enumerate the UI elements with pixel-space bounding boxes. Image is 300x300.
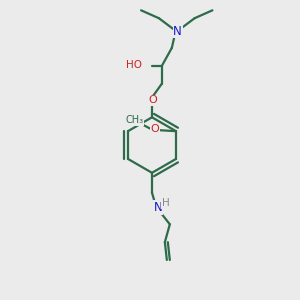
Text: O: O [148,95,157,106]
Text: N: N [154,201,162,214]
Text: HO: HO [126,60,142,70]
Text: H: H [162,199,170,208]
Text: CH₃: CH₃ [125,115,143,125]
Text: O: O [151,124,160,134]
Text: N: N [173,25,182,38]
